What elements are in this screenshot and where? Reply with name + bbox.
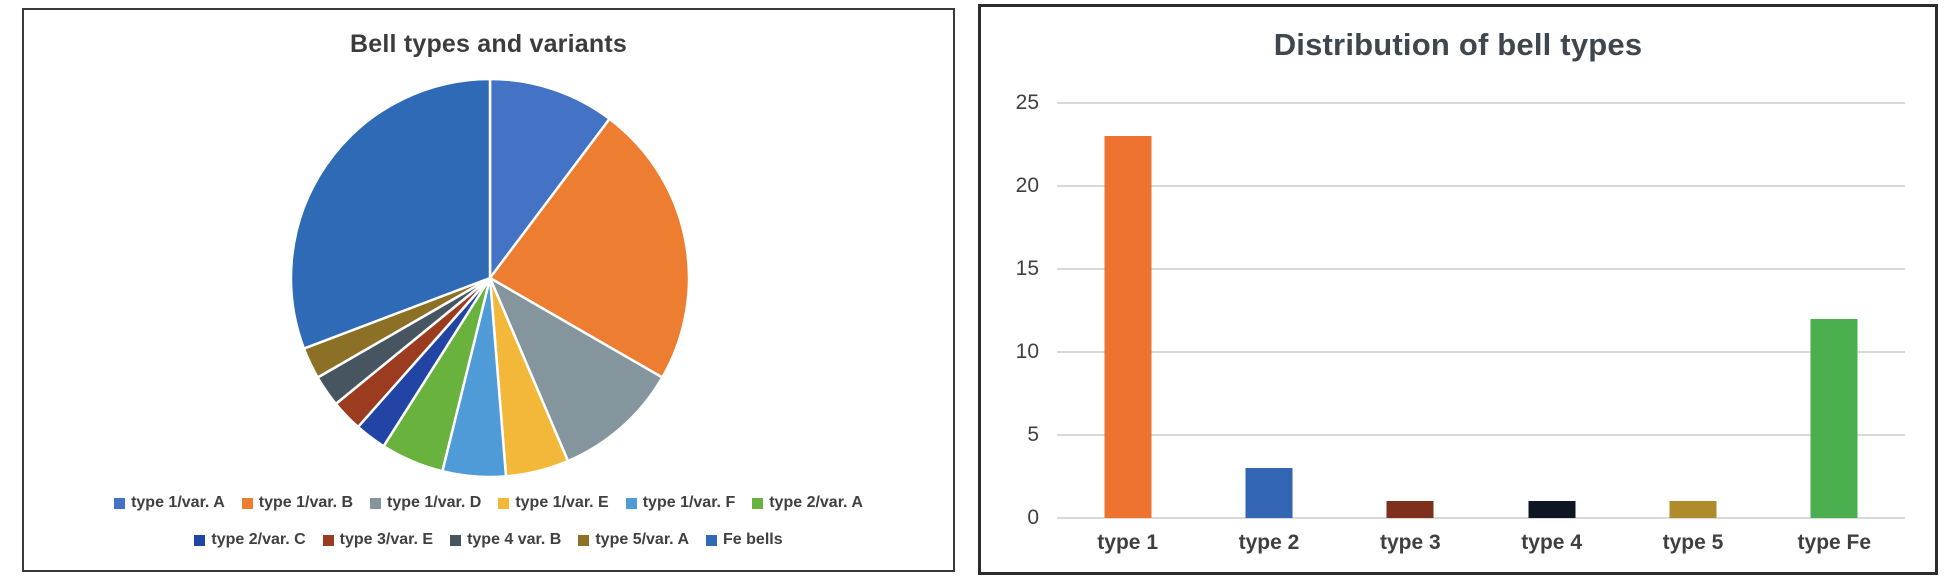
- bar-chart-title: Distribution of bell types: [1273, 27, 1643, 62]
- legend-swatch: [450, 534, 462, 546]
- legend-item: type 3/var. E: [322, 531, 434, 549]
- bar-slot-type-Fe: type Fe: [1764, 103, 1905, 554]
- pie-chart-title: Bell types and variants: [350, 30, 627, 58]
- legend-label: type 4 var. B: [467, 531, 562, 548]
- bar-chart-panel: Distribution of bell types 0 5 10 15 20 25 ty…: [978, 4, 1938, 575]
- legend-swatch: [706, 534, 718, 546]
- bar-plot-area: type 1 type 2 type 3 type 4 type 5 type Fe: [1057, 102, 1905, 554]
- y-tick-label-25: 25: [1015, 91, 1039, 114]
- pie-chart: [289, 77, 691, 479]
- legend-swatch: [241, 497, 253, 509]
- bar-slot-type-2: type 2: [1198, 103, 1339, 554]
- legend-item: type 4 var. B: [450, 531, 561, 549]
- bar-slot-type-3: type 3: [1340, 103, 1481, 554]
- legend-item: type 1/var. A: [114, 494, 225, 512]
- y-tick-label-10: 10: [1015, 340, 1039, 363]
- legend-swatch: [752, 497, 764, 509]
- bar-type-2: [1245, 468, 1293, 518]
- bar-slot-type-5: type 5: [1622, 103, 1763, 554]
- pie-slice-11: [289, 77, 492, 350]
- x-category-label: type 4: [1521, 531, 1583, 554]
- gridline-0: [1057, 517, 1905, 519]
- legend-item: type 2/var. A: [752, 494, 863, 512]
- legend-label: type 1/var. F: [642, 494, 736, 511]
- y-tick-label-20: 20: [1015, 174, 1039, 197]
- legend-item: type 2/var. C: [194, 531, 306, 549]
- y-tick-label-0: 0: [1027, 506, 1039, 529]
- legend-label: type 3/var. E: [339, 531, 434, 548]
- gridline-10: [1057, 351, 1905, 353]
- pie-slice-2: [488, 117, 691, 379]
- x-category-label: type 5: [1662, 531, 1724, 554]
- legend-item: type 1/var. F: [625, 494, 736, 512]
- pie-slice-3: [488, 276, 664, 463]
- pie-legend: type 1/var. A type 1/var. B type 1/var. D t…: [24, 494, 953, 568]
- gridline-15: [1057, 268, 1905, 270]
- x-category-label: type 1: [1097, 531, 1159, 554]
- legend-item: type 1/var. D: [370, 494, 481, 512]
- legend-swatch: [578, 534, 590, 546]
- pie-legend-row: type 1/var. A type 1/var. B type 1/var. D t…: [24, 494, 953, 512]
- pie-slice-1: [488, 77, 611, 280]
- legend-label: type 2/var. A: [769, 494, 863, 511]
- gridline-5: [1057, 434, 1905, 436]
- legend-swatch: [114, 497, 126, 509]
- legend-label: type 1/var. A: [131, 494, 225, 511]
- legend-label: type 5/var. A: [595, 531, 690, 548]
- bar-slot-type-4: type 4: [1481, 103, 1622, 554]
- bar-slot-type-1: type 1: [1057, 103, 1198, 554]
- legend-label: type 2/var. C: [211, 531, 306, 548]
- bar-type-3: [1386, 501, 1434, 518]
- legend-item: type 1/var. E: [498, 494, 609, 512]
- x-category-label: type 2: [1238, 531, 1300, 554]
- pie-legend-row: type 2/var. C type 3/var. E type 4 var. B t…: [24, 531, 953, 549]
- x-category-label: type Fe: [1797, 531, 1872, 554]
- x-category-label: type 3: [1379, 531, 1441, 554]
- y-tick-label-5: 5: [1027, 423, 1039, 446]
- legend-swatch: [498, 497, 510, 509]
- legend-label: Fe bells: [723, 531, 783, 548]
- legend-label: type 1/var. D: [387, 494, 482, 511]
- legend-item: type 5/var. A: [578, 531, 689, 549]
- bar-type-5: [1669, 501, 1717, 518]
- legend-label: type 1/var. E: [515, 494, 609, 511]
- bar-type-1: [1104, 136, 1152, 518]
- y-tick-label-15: 15: [1015, 257, 1039, 280]
- legend-swatch: [370, 497, 382, 509]
- legend-swatch: [625, 497, 637, 509]
- legend-swatch: [194, 534, 206, 546]
- legend-item: type 1/var. B: [241, 494, 354, 512]
- gridline-20: [1057, 185, 1905, 187]
- legend-item: Fe bells: [706, 531, 783, 549]
- gridline-25: [1057, 102, 1905, 104]
- legend-label: type 1/var. B: [258, 494, 354, 511]
- bar-type-Fe: [1810, 318, 1858, 518]
- legend-swatch: [322, 534, 334, 546]
- bar-type-4: [1528, 501, 1576, 518]
